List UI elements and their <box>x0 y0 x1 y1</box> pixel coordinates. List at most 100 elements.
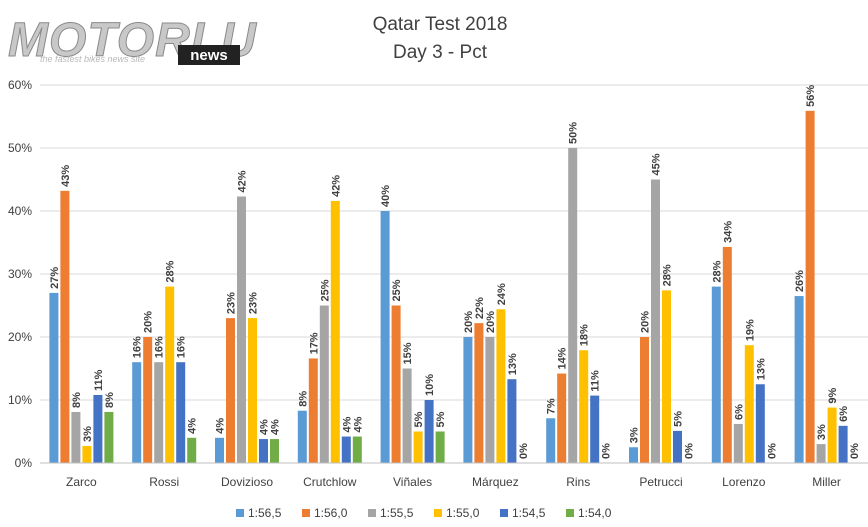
bar <box>755 384 765 463</box>
category-label: Crutchlow <box>303 475 357 489</box>
data-label: 16% <box>176 336 188 358</box>
bar <box>568 148 578 463</box>
data-label: 5% <box>673 411 685 427</box>
bar <box>237 196 246 463</box>
legend-label: 1:55,0 <box>446 506 480 520</box>
data-label: 6% <box>733 404 745 420</box>
bar <box>496 309 506 463</box>
data-label: 0% <box>601 443 613 459</box>
bar <box>413 431 423 463</box>
legend-swatch <box>566 509 574 517</box>
bar <box>226 318 235 463</box>
data-label: 23% <box>248 292 260 314</box>
data-label: 28% <box>165 260 177 282</box>
y-tick-label: 10% <box>8 393 32 407</box>
chart-subtitle: Day 3 - Pct <box>393 42 488 63</box>
bar <box>827 407 837 463</box>
bar <box>794 296 804 463</box>
bar <box>590 395 600 463</box>
bar <box>165 286 175 463</box>
data-label: 5% <box>413 411 425 427</box>
legend-label: 1:55,5 <box>380 506 414 520</box>
bar <box>557 373 567 463</box>
y-tick-label: 0% <box>15 456 33 470</box>
data-label: 4% <box>259 419 271 435</box>
y-tick-label: 30% <box>8 267 32 281</box>
bar <box>380 211 390 463</box>
data-label: 16% <box>154 336 166 358</box>
bar <box>424 400 434 463</box>
data-label: 4% <box>270 419 282 435</box>
data-label: 8% <box>104 392 116 408</box>
bar <box>82 445 92 463</box>
bar <box>485 337 495 463</box>
y-tick-label: 40% <box>8 204 32 218</box>
bar <box>341 436 351 463</box>
category-labels: Zarco Rossi Dovizioso Crutchlow Viñales Márqu… <box>66 475 841 489</box>
bar <box>297 410 307 463</box>
legend-swatch <box>302 509 310 517</box>
data-label: 40% <box>380 185 392 207</box>
bar <box>143 337 153 463</box>
data-label: 16% <box>132 336 144 358</box>
category-label: Miller <box>812 475 841 489</box>
bar <box>722 246 732 463</box>
data-label: 4% <box>187 418 199 434</box>
data-label: 42% <box>330 175 342 197</box>
bar <box>711 286 721 463</box>
bar <box>546 418 556 463</box>
category-label: Viñales <box>393 475 432 489</box>
legend-label: 1:54,5 <box>512 506 546 520</box>
data-label: 20% <box>463 311 475 333</box>
data-label: 20% <box>143 311 155 333</box>
bar <box>308 358 318 463</box>
data-label: 0% <box>518 443 530 459</box>
bar <box>402 368 412 463</box>
bar <box>838 425 848 463</box>
data-label: 24% <box>496 283 508 305</box>
bar <box>816 444 826 463</box>
bar <box>187 437 197 463</box>
bar <box>651 179 660 463</box>
data-label: 28% <box>662 264 674 286</box>
data-label: 3% <box>82 426 94 442</box>
data-label: 9% <box>827 387 839 403</box>
legend-label: 1:56,0 <box>314 506 348 520</box>
data-label: 4% <box>341 416 353 432</box>
logo-tagline: the fastest bikes news site <box>40 54 145 64</box>
bar <box>60 190 70 463</box>
data-label: 50% <box>568 122 580 144</box>
category-label: Márquez <box>472 475 519 489</box>
bar <box>352 436 362 463</box>
bar <box>435 431 445 463</box>
legend: 1:56,5 1:56,0 1:55,5 1:55,0 1:54,5 1:54,0 <box>236 506 612 520</box>
data-label: 8% <box>297 391 309 407</box>
bar <box>154 362 164 463</box>
category-label: Petrucci <box>639 475 682 489</box>
bar <box>805 110 815 463</box>
bar <box>319 305 329 463</box>
data-label: 3% <box>816 424 828 440</box>
data-label: 7% <box>546 398 558 414</box>
data-label: 6% <box>838 406 850 422</box>
bar <box>463 337 473 463</box>
data-label: 45% <box>651 153 663 175</box>
data-label: 43% <box>60 165 72 187</box>
logo: MOTORLU news the fastest bikes news site <box>8 14 257 68</box>
logo-news-badge <box>178 45 240 65</box>
data-label: 8% <box>71 392 83 408</box>
bar <box>579 350 589 463</box>
data-label: 4% <box>352 416 364 432</box>
legend-swatch <box>236 509 244 517</box>
bar <box>248 318 257 463</box>
bar <box>93 394 103 463</box>
bar <box>640 337 649 463</box>
bar <box>176 362 186 463</box>
bar <box>733 423 743 463</box>
bar <box>662 290 671 463</box>
legend-label: 1:56,5 <box>248 506 282 520</box>
logo-brand: MOTORLU <box>8 14 257 67</box>
data-label: 3% <box>629 427 641 443</box>
data-label: 4% <box>215 418 227 434</box>
bar <box>104 411 114 463</box>
